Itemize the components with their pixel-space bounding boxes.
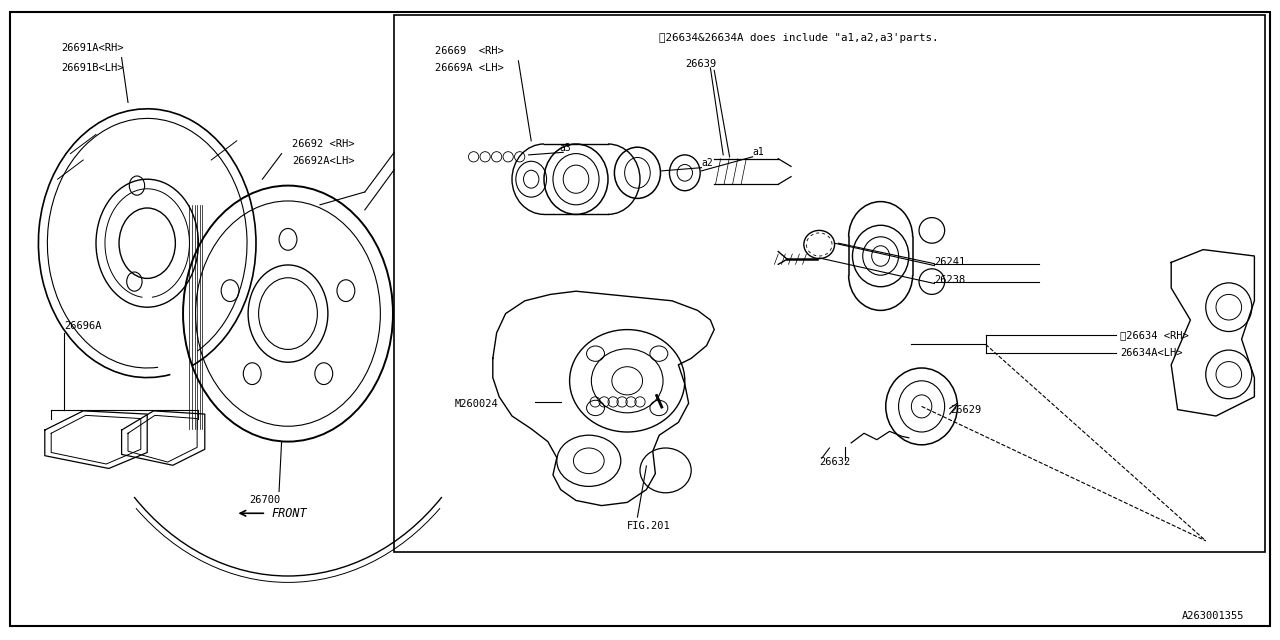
Text: 26669  <RH>: 26669 <RH> bbox=[435, 46, 504, 56]
Text: 26634A<LH>: 26634A<LH> bbox=[1120, 348, 1183, 358]
Text: 26692A<LH>: 26692A<LH> bbox=[292, 156, 355, 166]
Text: a2: a2 bbox=[701, 158, 713, 168]
Text: a1: a1 bbox=[753, 147, 764, 157]
Text: ※26634 <RH>: ※26634 <RH> bbox=[1120, 330, 1189, 340]
Text: 26700: 26700 bbox=[250, 495, 280, 506]
Text: A263001355: A263001355 bbox=[1181, 611, 1244, 621]
Text: M260024: M260024 bbox=[454, 399, 498, 410]
Text: 26238: 26238 bbox=[934, 275, 965, 285]
Text: 26639: 26639 bbox=[685, 59, 716, 69]
Text: 26629: 26629 bbox=[950, 404, 980, 415]
Text: 26632: 26632 bbox=[819, 457, 850, 467]
Text: 26691A<RH>: 26691A<RH> bbox=[61, 43, 124, 53]
Text: FRONT: FRONT bbox=[271, 507, 307, 520]
Text: 26691B<LH>: 26691B<LH> bbox=[61, 63, 124, 74]
Text: 26241: 26241 bbox=[934, 257, 965, 268]
Text: FIG.201: FIG.201 bbox=[627, 521, 671, 531]
Text: 26669A <LH>: 26669A <LH> bbox=[435, 63, 504, 74]
Text: 26692 <RH>: 26692 <RH> bbox=[292, 139, 355, 149]
Text: ※26634&26634A does include "a1,a2,a3'parts.: ※26634&26634A does include "a1,a2,a3'par… bbox=[659, 33, 938, 44]
Bar bbox=[394, 15, 1265, 552]
Text: a3: a3 bbox=[559, 143, 571, 154]
Text: 26696A: 26696A bbox=[64, 321, 101, 332]
